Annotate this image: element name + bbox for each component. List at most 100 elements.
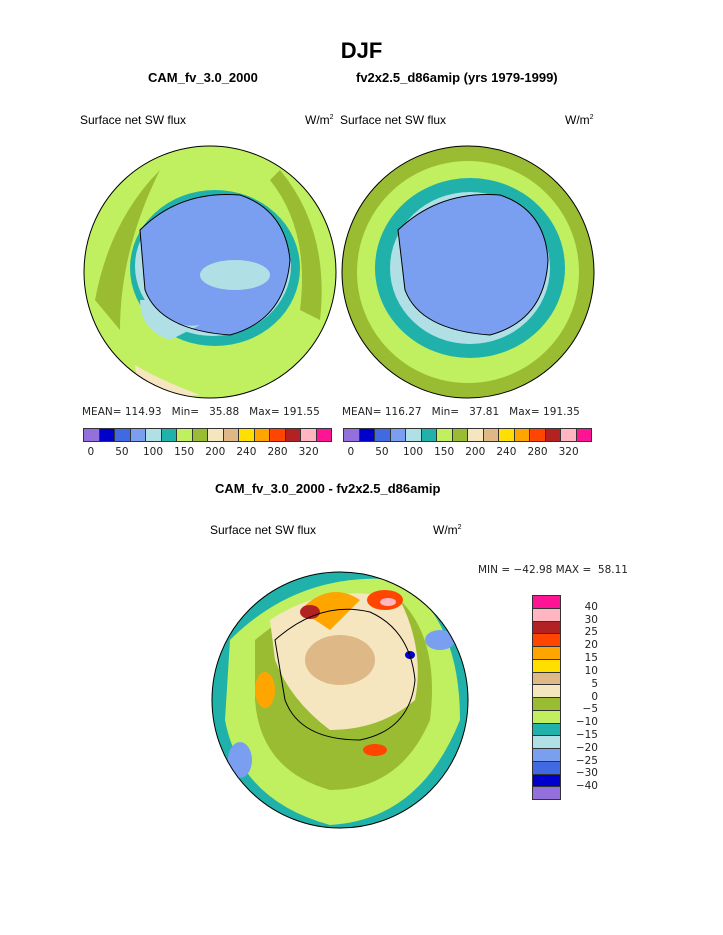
colorbar-box xyxy=(301,429,317,441)
colorbar-box xyxy=(468,429,484,441)
colorbar-box xyxy=(239,429,255,441)
colorbar-tick-label: 20 xyxy=(584,639,598,652)
colorbar-tick-label: 15 xyxy=(584,652,598,665)
colorbar-tick-label: −30 xyxy=(575,767,598,780)
units-text: W/m xyxy=(565,113,590,127)
colorbar-box xyxy=(545,429,561,441)
panel2-colorbar xyxy=(343,428,592,442)
colorbar-tick-label: 320 xyxy=(298,446,319,458)
colorbar-box xyxy=(254,429,270,441)
colorbar-box xyxy=(533,672,560,686)
colorbar-box xyxy=(344,429,360,441)
panel1-case-title: CAM_fv_3.0_2000 xyxy=(148,70,258,85)
colorbar-tick-label: 0 xyxy=(591,690,598,703)
colorbar-box xyxy=(483,429,499,441)
season-title: DJF xyxy=(340,38,383,63)
mean-label: MEAN= xyxy=(342,406,382,418)
colorbar-box xyxy=(533,723,560,737)
map-panel2 xyxy=(342,146,594,398)
colorbar-tick-label: 0 xyxy=(347,446,355,458)
mean-value: 114.93 xyxy=(124,406,162,418)
colorbar-box xyxy=(533,608,560,622)
colorbar-box xyxy=(533,621,560,635)
colorbar-box xyxy=(530,429,546,441)
colorbar-box xyxy=(270,429,286,441)
colorbar-box xyxy=(499,429,515,441)
colorbar-box xyxy=(452,429,468,441)
colorbar-box xyxy=(161,429,177,441)
panel2-units: W/m2 xyxy=(565,113,594,127)
colorbar-box xyxy=(533,685,560,698)
colorbar-box xyxy=(533,749,560,762)
colorbar-tick-label: 25 xyxy=(584,626,598,639)
colorbar-box xyxy=(533,647,560,660)
colorbar-box xyxy=(359,429,375,441)
colorbar-tick-label: 150 xyxy=(434,446,455,458)
units-exponent: 2 xyxy=(589,114,594,121)
colorbar-tick-label: −10 xyxy=(575,716,598,729)
colorbar-box xyxy=(146,429,162,441)
max-value: 191.35 xyxy=(543,406,580,418)
units-exponent: 2 xyxy=(457,524,462,531)
max-label: Max= xyxy=(249,406,280,418)
diff-colorbar xyxy=(532,595,561,800)
min-label: Min= xyxy=(431,406,460,418)
colorbar-box xyxy=(437,429,453,441)
panel1-field-label: Surface net SW flux xyxy=(80,113,187,127)
colorbar-tick-label: 240 xyxy=(496,446,517,458)
colorbar-tick-label: −40 xyxy=(575,780,598,793)
mean-value: 116.27 xyxy=(384,406,422,418)
min-label: Min= xyxy=(171,406,200,418)
colorbar-tick-label: 150 xyxy=(174,446,195,458)
panel2-stats: MEAN= 116.27 Min= 37.81 Max= 191.35 xyxy=(342,406,580,418)
diff-title: CAM_fv_3.0_2000 - fv2x2.5_d86amip xyxy=(215,481,441,496)
colorbar-box xyxy=(390,429,406,441)
colorbar-tick-label: 200 xyxy=(205,446,226,458)
units-exponent: 2 xyxy=(329,114,334,121)
colorbar-box xyxy=(421,429,437,441)
colorbar-box xyxy=(533,596,560,609)
units-text: W/m xyxy=(433,523,458,537)
diff-units: W/m2 xyxy=(433,523,462,537)
map-difference xyxy=(212,572,468,828)
colorbar-tick-label: 100 xyxy=(143,446,164,458)
colorbar-box xyxy=(375,429,391,441)
colorbar-box xyxy=(316,429,331,441)
colorbar-box xyxy=(576,429,591,441)
colorbar-box xyxy=(285,429,301,441)
colorbar-tick-label: 50 xyxy=(115,446,129,458)
colorbar-tick-label: −5 xyxy=(582,703,598,716)
panel1-colorbar xyxy=(83,428,332,442)
colorbar-tick-label: −25 xyxy=(575,754,598,767)
colorbar-box xyxy=(561,429,577,441)
diff-field-label: Surface net SW flux xyxy=(210,523,317,537)
colorbar-box xyxy=(130,429,146,441)
colorbar-box xyxy=(406,429,422,441)
colorbar-box xyxy=(192,429,208,441)
min-value: 37.81 xyxy=(469,406,500,418)
colorbar-box xyxy=(533,761,560,775)
colorbar-tick-label: 0 xyxy=(87,446,95,458)
colorbar-tick-label: 320 xyxy=(558,446,579,458)
colorbar-box xyxy=(533,698,560,711)
colorbar-tick-label: 280 xyxy=(527,446,548,458)
colorbar-tick-label: 50 xyxy=(375,446,389,458)
diff-minmax: MIN = −42.98 MAX = 58.11 xyxy=(478,564,628,576)
panel2-field-label: Surface net SW flux xyxy=(340,113,447,127)
colorbar-box xyxy=(533,787,560,799)
colorbar-tick-label: 40 xyxy=(584,600,598,613)
colorbar-box xyxy=(177,429,193,441)
colorbar-tick-label: 240 xyxy=(236,446,257,458)
units-text: W/m xyxy=(305,113,330,127)
colorbar-tick-label: −15 xyxy=(575,728,598,741)
colorbar-box xyxy=(208,429,224,441)
panel1-stats: MEAN= 114.93 Min= 35.88 Max= 191.55 xyxy=(82,406,320,418)
panel2-case-title: fv2x2.5_d86amip (yrs 1979-1999) xyxy=(356,70,558,85)
colorbar-box xyxy=(514,429,530,441)
colorbar-box xyxy=(84,429,100,441)
map-panel1 xyxy=(84,146,336,398)
colorbar-box xyxy=(533,659,560,673)
colorbar-tick-label: 10 xyxy=(584,664,598,677)
